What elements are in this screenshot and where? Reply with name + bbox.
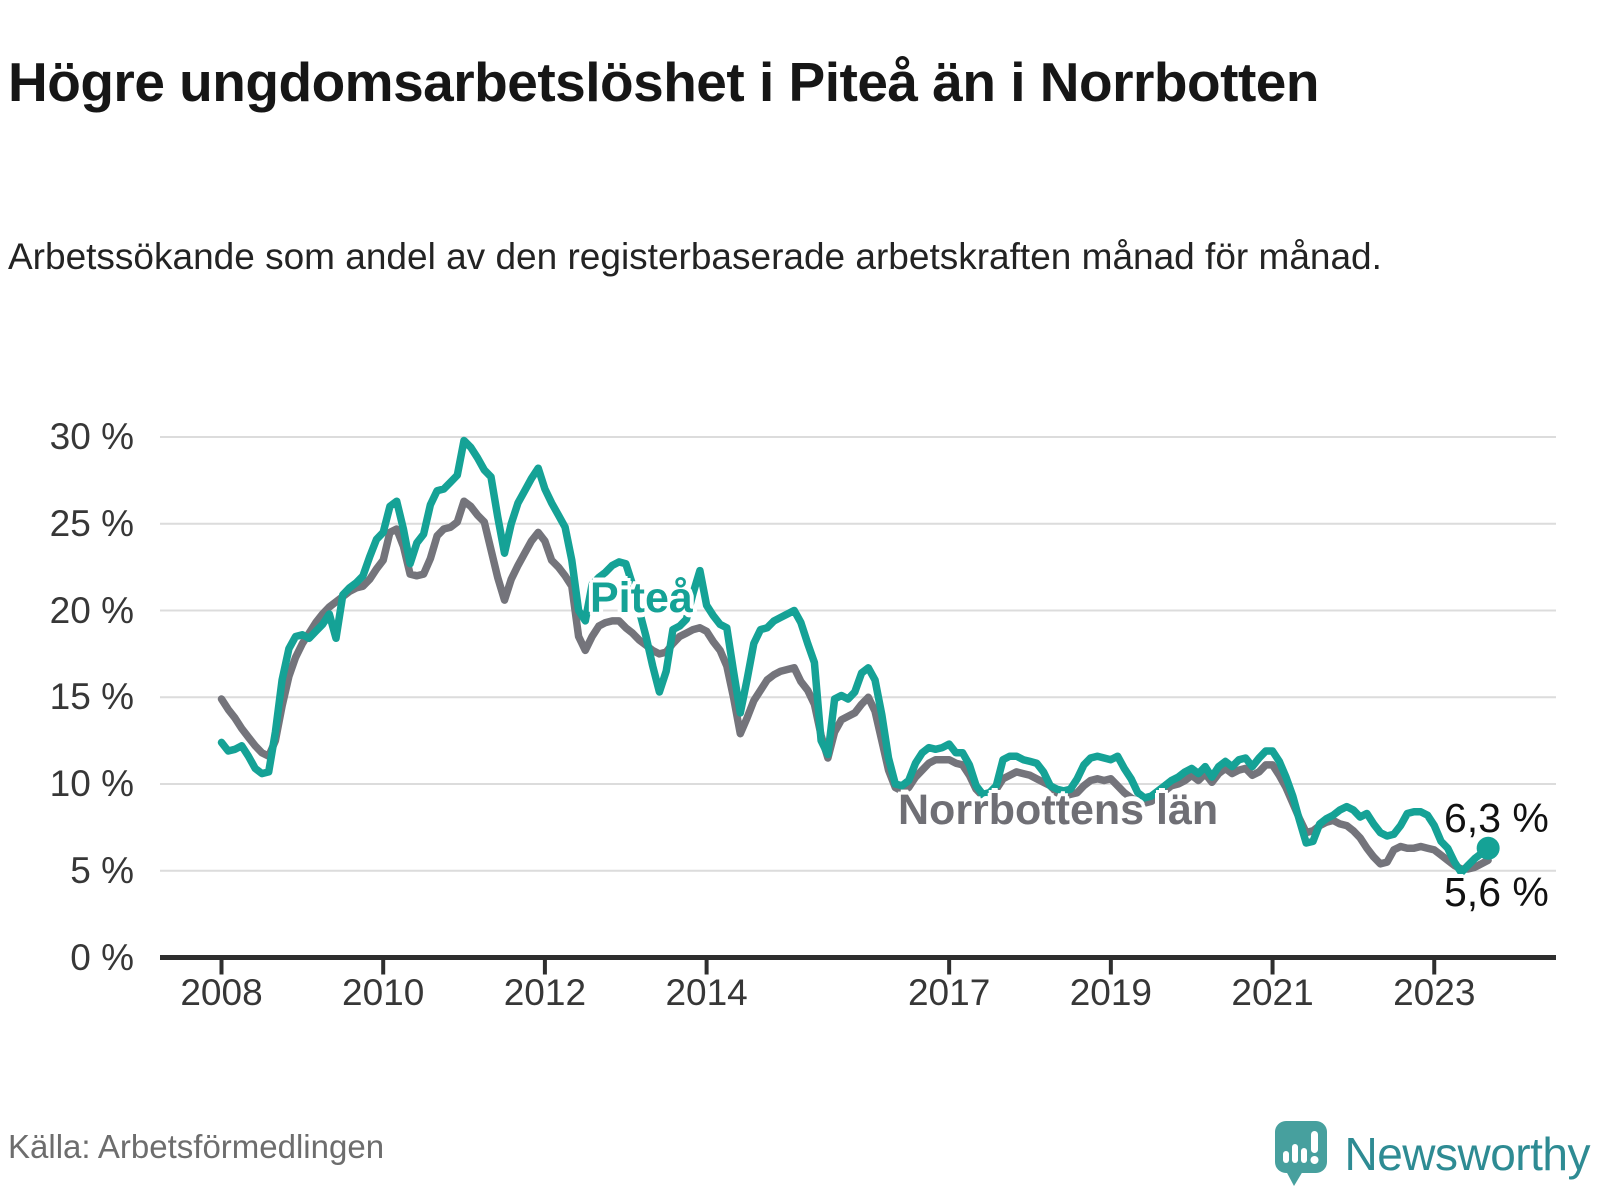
x-axis-label: 2008: [180, 972, 263, 1013]
x-axis-label: 2014: [665, 972, 748, 1013]
page-subtitle: Arbetssökande som andel av den registerb…: [8, 236, 1382, 277]
y-axis-label: 30 %: [49, 416, 134, 457]
x-axis-label: 2023: [1393, 972, 1476, 1013]
series-line-pitea: [217, 436, 1492, 877]
series-label-norrbotten: Norrbottens län: [898, 786, 1219, 834]
end-value-label-norrbotten: 5,6 %: [1444, 869, 1549, 915]
source-note: Källa: Arbetsförmedlingen: [8, 1128, 385, 1165]
newsworthy-logo: Newsworthy: [1274, 1120, 1590, 1188]
series-label-pitea: Piteå: [590, 574, 693, 622]
y-axis-label: 0 %: [70, 936, 134, 978]
y-axis-label: 10 %: [49, 763, 134, 804]
x-axis-label: 2012: [503, 972, 587, 1013]
y-axis-label: 20 %: [49, 589, 134, 631]
page-title: Högre ungdomsarbetslöshet i Piteå än i N…: [8, 50, 1319, 113]
x-axis-label: 2021: [1231, 972, 1314, 1013]
y-axis-label: 15 %: [49, 676, 134, 718]
y-axis-label: 5 %: [70, 849, 134, 891]
x-axis-label: 2010: [342, 972, 425, 1013]
series-line-norrbotten: [217, 497, 1492, 873]
chart-bubble-icon: [1275, 1121, 1328, 1186]
x-axis-label: 2017: [907, 972, 991, 1013]
y-axis-label: 25 %: [49, 502, 134, 544]
end-value-label-pitea: 6,3 %: [1444, 795, 1549, 841]
end-point-dot: [1476, 836, 1500, 860]
x-axis-label: 2019: [1069, 972, 1152, 1013]
newsworthy-logo-text: Newsworthy: [1344, 1128, 1590, 1180]
